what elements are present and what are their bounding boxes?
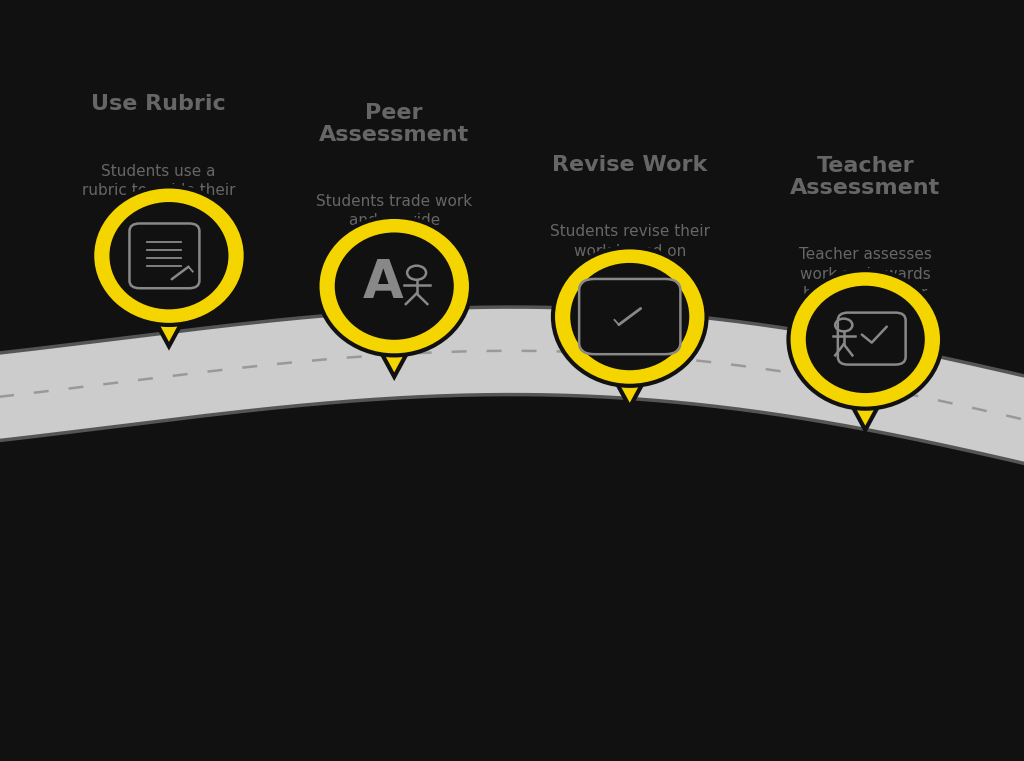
- Polygon shape: [834, 371, 897, 430]
- Ellipse shape: [570, 263, 689, 371]
- Text: Use Rubric: Use Rubric: [91, 94, 226, 114]
- Text: Students trade work
and provide
feedback: Students trade work and provide feedback: [316, 194, 472, 247]
- Text: Revise Work: Revise Work: [552, 155, 708, 175]
- Text: Teacher assesses
work and awards
bonus points for
accurate peer
reviews: Teacher assesses work and awards bonus p…: [799, 247, 932, 339]
- Text: Teacher
Assessment: Teacher Assessment: [791, 156, 940, 198]
- Ellipse shape: [317, 217, 471, 355]
- Ellipse shape: [553, 247, 707, 386]
- Ellipse shape: [110, 202, 228, 310]
- Ellipse shape: [335, 232, 454, 340]
- Ellipse shape: [788, 270, 942, 409]
- Polygon shape: [598, 348, 662, 407]
- Ellipse shape: [806, 285, 925, 393]
- Ellipse shape: [92, 186, 246, 325]
- Polygon shape: [137, 287, 201, 346]
- Text: Students revise their
work based on
feedback: Students revise their work based on feed…: [550, 224, 710, 278]
- Polygon shape: [0, 307, 1024, 468]
- Polygon shape: [362, 317, 426, 377]
- Text: A: A: [364, 257, 403, 309]
- Text: Peer
Assessment: Peer Assessment: [319, 103, 469, 145]
- Text: Students use a
rubric to guide their
work: Students use a rubric to guide their wor…: [82, 164, 236, 217]
